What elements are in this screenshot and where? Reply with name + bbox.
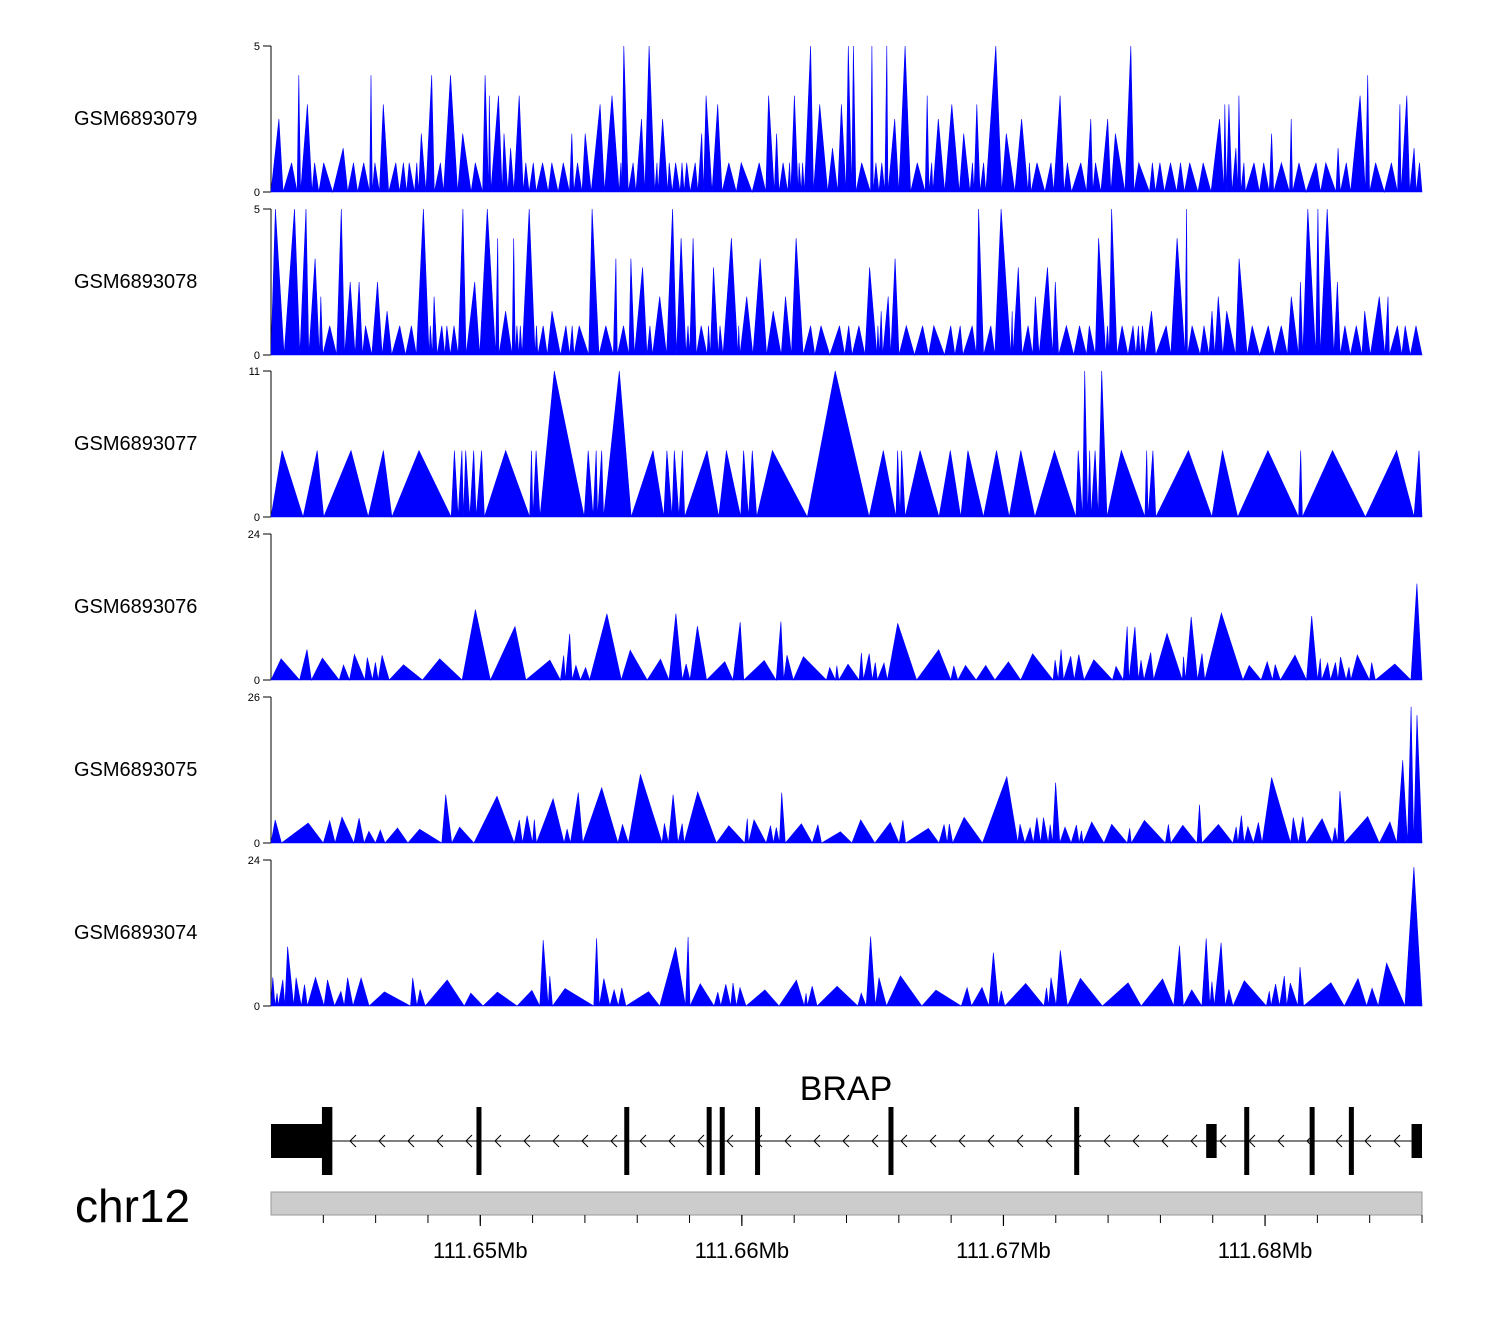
y-tick-label-min: 0 <box>254 1001 260 1013</box>
strand-arrow <box>1393 1134 1401 1148</box>
strand-arrow <box>349 1134 357 1148</box>
y-tick-label-min: 0 <box>254 187 260 199</box>
track-GSM6893076: GSM6893076 24 0 <box>74 529 1423 687</box>
strand-arrow <box>378 1134 386 1148</box>
strand-arrow <box>436 1134 444 1148</box>
y-tick-label-max: 5 <box>254 41 260 53</box>
gene-block-1 <box>1206 1124 1217 1158</box>
chromosome-label: chr12 <box>75 1180 190 1232</box>
gene-block-0 <box>271 1124 326 1158</box>
exon-5 <box>755 1107 761 1175</box>
track-label: GSM6893076 <box>74 596 197 618</box>
strand-arrow <box>1016 1134 1024 1148</box>
coverage-tracks: GSM689307950GSM689307850GSM6893077110GSM… <box>74 41 1423 1013</box>
strand-arrow <box>494 1134 502 1148</box>
strand-arrow <box>871 1134 879 1148</box>
track-label: GSM6893074 <box>74 922 197 944</box>
track-GSM6893074: GSM6893074 24 0 <box>74 855 1423 1013</box>
exon-2 <box>624 1107 630 1175</box>
strand-arrow <box>465 1134 473 1148</box>
gene-track: BRAP <box>271 1070 1422 1175</box>
y-tick-label-min: 0 <box>254 675 260 687</box>
track-label: GSM6893078 <box>74 271 197 293</box>
y-tick-label-min: 0 <box>254 838 260 850</box>
strand-arrow <box>1277 1134 1285 1148</box>
strand-arrow <box>581 1134 589 1148</box>
strand-arrow <box>1335 1134 1343 1148</box>
coverage-area-GSM6893078 <box>270 208 1423 357</box>
track-GSM6893079: GSM6893079 5 0 <box>74 41 1423 199</box>
exon-10 <box>1348 1107 1354 1175</box>
strand-arrow <box>697 1134 705 1148</box>
y-tick-label-max: 24 <box>248 529 260 541</box>
strand-arrow <box>1161 1134 1169 1148</box>
exon-1 <box>476 1107 482 1175</box>
axis-tick-label: 111.68Mb <box>1218 1238 1313 1263</box>
exon-7 <box>1074 1107 1080 1175</box>
track-label: GSM6893075 <box>74 759 197 781</box>
genome-axis: chr12 111.65Mb 111.66Mb 111.67Mb 111.68Mb <box>75 1180 1423 1263</box>
strand-arrow <box>1219 1134 1227 1148</box>
axis-tick-label: 111.66Mb <box>695 1238 790 1263</box>
strand-arrow <box>1132 1134 1140 1148</box>
exon-8 <box>1244 1107 1250 1175</box>
coverage-area-GSM6893079 <box>270 45 1423 194</box>
gene-name: BRAP <box>800 1070 893 1108</box>
track-label: GSM6893079 <box>74 108 197 130</box>
exon-6 <box>888 1107 894 1175</box>
strand-arrow <box>958 1134 966 1148</box>
exon-9 <box>1309 1107 1315 1175</box>
track-GSM6893077: GSM6893077 11 0 <box>74 366 1423 524</box>
strand-arrow <box>668 1134 676 1148</box>
strand-arrow <box>1364 1134 1372 1148</box>
strand-arrow <box>842 1134 850 1148</box>
y-tick-label-max: 24 <box>248 855 260 867</box>
strand-arrow <box>726 1134 734 1148</box>
track-GSM6893078: GSM6893078 5 0 <box>74 204 1423 362</box>
strand-arrow <box>900 1134 908 1148</box>
strand-arrow <box>523 1134 531 1148</box>
strand-arrow <box>552 1134 560 1148</box>
y-tick-label-max: 26 <box>248 692 260 704</box>
y-tick-label-max: 11 <box>249 366 260 378</box>
y-tick-label-min: 0 <box>254 512 260 524</box>
exon-terminal <box>321 1107 331 1175</box>
strand-arrow <box>610 1134 618 1148</box>
strand-arrow <box>407 1134 415 1148</box>
coverage-area-GSM6893074 <box>270 867 1423 1008</box>
strand-arrow <box>929 1134 937 1148</box>
strand-arrow <box>987 1134 995 1148</box>
coverage-area-GSM6893077 <box>270 370 1423 519</box>
strand-arrow <box>784 1134 792 1148</box>
track-GSM6893075: GSM6893075 26 0 <box>74 692 1423 850</box>
y-tick-label-min: 0 <box>254 350 260 362</box>
chromosome-ideogram <box>270 1191 1423 1216</box>
exon-4 <box>719 1107 725 1175</box>
strand-arrow <box>1103 1134 1111 1148</box>
coverage-area-GSM6893076 <box>270 583 1423 682</box>
axis-tick-label: 111.65Mb <box>433 1238 528 1263</box>
y-tick-label-max: 5 <box>254 204 260 216</box>
exon-3 <box>706 1107 712 1175</box>
strand-arrow <box>639 1134 647 1148</box>
strand-arrow <box>1045 1134 1053 1148</box>
strand-arrow <box>1190 1134 1198 1148</box>
track-label: GSM6893077 <box>74 433 197 455</box>
axis-tick-label: 111.67Mb <box>956 1238 1051 1263</box>
gene-block-2 <box>1411 1124 1422 1158</box>
strand-arrow <box>813 1134 821 1148</box>
coverage-area-GSM6893075 <box>270 706 1423 845</box>
